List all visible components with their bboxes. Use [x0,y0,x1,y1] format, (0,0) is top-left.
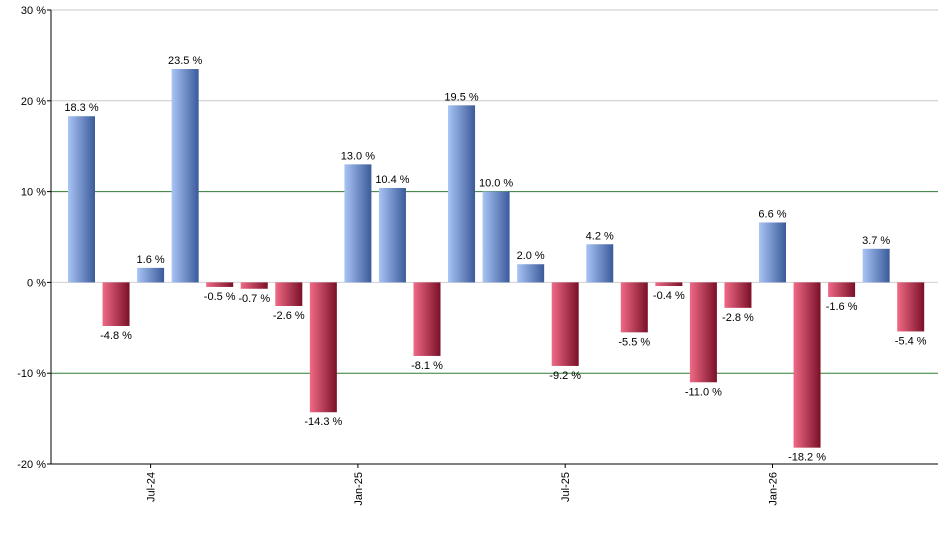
bar [102,282,130,326]
x-tick-label: Jan-25 [353,472,365,506]
x-tick-label: Jul-25 [560,472,572,502]
bar [551,282,579,366]
axes: 30 % 20 % 10 % 0 % -10 % -20 % Jul-24 Jan-25 Jul… [17,5,938,506]
bar [344,164,372,283]
bar [759,222,786,283]
data-label: -8.1 % [411,360,443,372]
data-label: -0.5 % [204,291,236,303]
bar [862,248,890,283]
data-labels: 18.3 % -4.8 % 1.6 % 23.5 % -0.5 % -0.7 %-2.6 … [64,55,926,464]
data-label: 13.0 % [341,150,375,162]
bars [68,69,925,448]
data-label: 6.6 % [758,208,786,220]
data-label: -4.8 % [100,330,132,342]
bar [68,116,95,283]
y-tick-label: 20 % [21,96,46,108]
data-label: -9.2 % [549,370,581,382]
y-tick-label: 0 % [27,277,46,289]
data-label: 10.0 % [479,178,513,190]
bar [517,264,545,283]
data-label: -5.4 % [895,335,927,347]
data-label: -0.4 % [653,290,685,302]
data-label: -5.5 % [618,336,650,348]
y-tick-label: 10 % [21,187,46,199]
data-label: -1.6 % [826,301,858,313]
data-label: 1.6 % [137,254,165,266]
y-tick-label: 30 % [21,5,46,17]
bar [689,282,717,383]
x-tick-label: Jan-26 [768,472,780,506]
bar [171,69,199,283]
bar [378,187,406,283]
bar [586,244,614,283]
data-label: -14.3 % [304,416,342,428]
data-label: -0.7 % [238,293,270,305]
y-tick-label: -10 % [17,368,46,380]
data-label: -2.6 % [273,310,305,322]
bar [724,282,752,308]
bar [309,282,337,413]
bar [482,191,510,283]
data-label: 2.0 % [517,250,545,262]
bar [620,282,648,333]
data-label: -11.0 % [685,386,722,398]
y-tick-label: -20 % [17,459,46,471]
bar [206,282,234,287]
data-label: -18.2 % [788,452,826,464]
data-label: 4.2 % [586,230,614,242]
bar [793,282,821,448]
data-label: 19.5 % [444,91,478,103]
bar [897,282,925,332]
bar [655,282,683,287]
data-label: 23.5 % [168,55,202,67]
x-tick-label: Jul-24 [146,472,158,502]
bar [413,282,441,356]
bar [448,105,476,283]
data-label: -2.8 % [722,312,754,324]
data-label: 10.4 % [375,174,409,186]
bar [275,282,303,307]
data-label: 18.3 % [64,102,98,114]
bar [137,267,165,283]
bar [828,282,856,297]
bar [240,282,268,289]
data-label: 3.7 % [862,235,890,247]
